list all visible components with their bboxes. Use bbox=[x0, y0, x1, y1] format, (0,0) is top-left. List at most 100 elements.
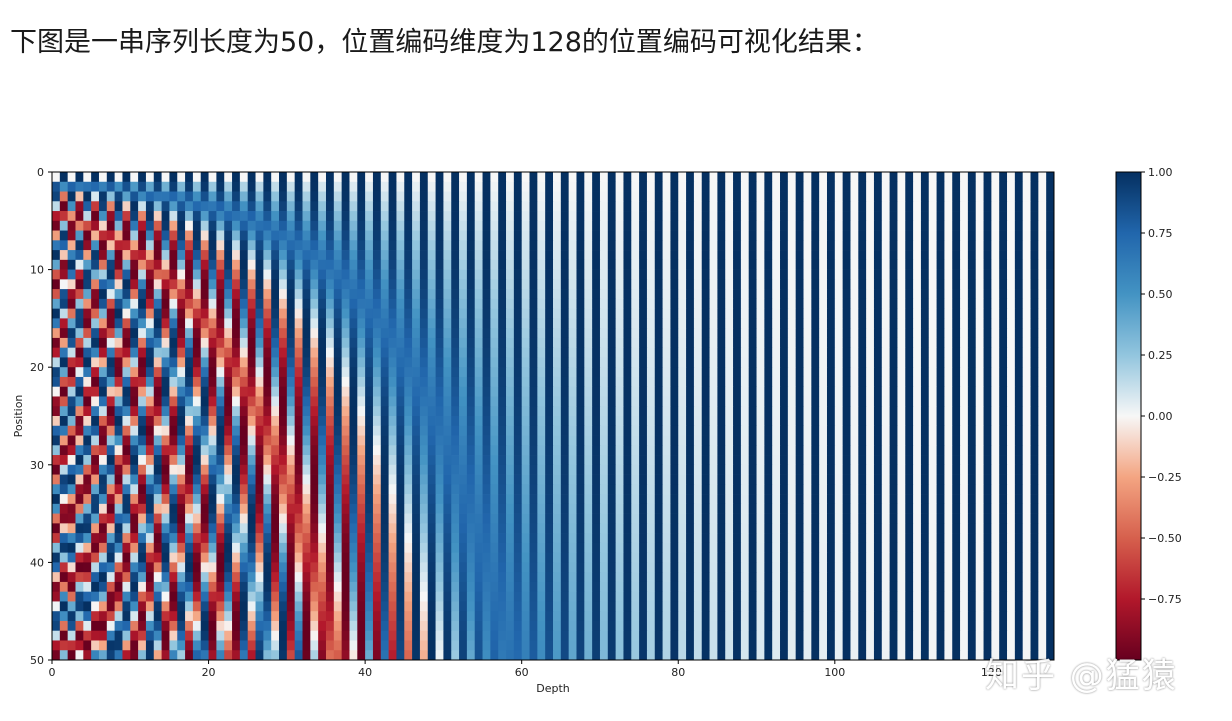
heatmap-cell bbox=[670, 298, 679, 309]
heatmap-cell bbox=[701, 523, 710, 534]
heatmap-cell bbox=[498, 376, 507, 388]
heatmap-cell bbox=[795, 181, 804, 192]
heatmap-cell bbox=[991, 172, 1000, 183]
heatmap-cell bbox=[881, 328, 890, 339]
heatmap-cell bbox=[302, 416, 311, 427]
heatmap-cell bbox=[192, 416, 202, 427]
heatmap-cell bbox=[740, 181, 750, 192]
heatmap-cell bbox=[999, 406, 1008, 417]
heatmap-cell bbox=[615, 435, 624, 446]
heatmap-cell bbox=[419, 298, 429, 309]
heatmap-cell bbox=[1007, 464, 1016, 475]
heatmap-cell bbox=[263, 289, 272, 300]
heatmap-cell bbox=[631, 191, 640, 202]
heatmap-cell bbox=[466, 513, 476, 524]
heatmap-cell bbox=[498, 503, 507, 514]
heatmap-cell bbox=[161, 279, 170, 290]
heatmap-cell bbox=[365, 240, 374, 251]
heatmap-cell bbox=[615, 289, 624, 300]
heatmap-cell bbox=[936, 250, 945, 261]
heatmap-cell bbox=[967, 250, 977, 261]
heatmap-cell bbox=[584, 347, 593, 358]
heatmap-cell bbox=[819, 201, 828, 212]
heatmap-cell bbox=[294, 503, 303, 514]
heatmap-cell bbox=[913, 386, 922, 397]
heatmap-cell bbox=[725, 435, 734, 446]
heatmap-cell bbox=[75, 181, 84, 192]
heatmap-cell bbox=[529, 386, 538, 397]
heatmap-cell bbox=[991, 464, 1000, 475]
heatmap-cell bbox=[98, 503, 108, 514]
heatmap-cell bbox=[341, 484, 350, 495]
heatmap-cell bbox=[435, 289, 444, 300]
heatmap-cell bbox=[834, 220, 843, 231]
heatmap-cell bbox=[1030, 230, 1039, 241]
heatmap-cell bbox=[592, 220, 601, 231]
heatmap-cell bbox=[999, 259, 1008, 270]
heatmap-cell bbox=[584, 513, 593, 524]
heatmap-cell bbox=[380, 337, 389, 349]
heatmap-cell bbox=[161, 386, 170, 397]
heatmap-cell bbox=[498, 445, 507, 456]
heatmap-cell bbox=[506, 172, 515, 183]
heatmap-cell bbox=[772, 435, 781, 446]
heatmap-cell bbox=[920, 445, 930, 456]
heatmap-cell bbox=[920, 240, 930, 251]
heatmap-cell bbox=[122, 533, 131, 544]
heatmap-cell bbox=[161, 240, 170, 251]
heatmap-cell bbox=[850, 435, 859, 446]
heatmap-cell bbox=[983, 337, 992, 349]
heatmap-cell bbox=[553, 425, 562, 436]
heatmap-cell bbox=[599, 542, 609, 553]
heatmap-cell bbox=[975, 347, 984, 358]
heatmap-cell bbox=[576, 279, 585, 290]
heatmap-cell bbox=[302, 328, 311, 339]
heatmap-cell bbox=[748, 172, 757, 183]
heatmap-cell bbox=[506, 464, 515, 475]
heatmap-cell bbox=[873, 289, 883, 300]
heatmap-cell bbox=[686, 289, 695, 300]
heatmap-cell bbox=[286, 201, 296, 212]
heatmap-cell bbox=[1038, 337, 1047, 349]
heatmap-cell bbox=[756, 328, 765, 339]
heatmap-cell bbox=[701, 211, 710, 222]
heatmap-cell bbox=[975, 308, 984, 319]
heatmap-cell bbox=[325, 240, 335, 251]
heatmap-cell bbox=[177, 337, 186, 349]
heatmap-cell bbox=[740, 445, 750, 456]
heatmap-cell bbox=[138, 494, 147, 505]
heatmap-cell bbox=[537, 347, 546, 358]
heatmap-cell bbox=[701, 376, 710, 388]
heatmap-cell bbox=[106, 367, 115, 378]
heatmap-cell bbox=[396, 308, 405, 319]
heatmap-cell bbox=[928, 523, 937, 534]
heatmap-cell bbox=[75, 523, 84, 534]
heatmap-cell bbox=[686, 542, 695, 553]
heatmap-cell bbox=[780, 513, 789, 524]
heatmap-cell bbox=[404, 376, 413, 388]
heatmap-cell bbox=[67, 240, 76, 251]
heatmap-cell bbox=[717, 474, 726, 485]
heatmap-cell bbox=[748, 435, 757, 446]
heatmap-cell bbox=[584, 376, 593, 388]
heatmap-cell bbox=[459, 240, 468, 251]
heatmap-cell bbox=[498, 269, 507, 280]
heatmap-cell bbox=[920, 523, 930, 534]
heatmap-cell bbox=[787, 308, 797, 319]
heatmap-cell bbox=[662, 230, 671, 241]
heatmap-cell bbox=[404, 347, 413, 358]
heatmap-cell bbox=[114, 484, 123, 495]
heatmap-cell bbox=[372, 474, 382, 485]
heatmap-cell bbox=[114, 523, 123, 534]
heatmap-cell bbox=[216, 406, 225, 417]
heatmap-cell bbox=[365, 455, 374, 466]
heatmap-cell bbox=[819, 230, 828, 241]
heatmap-cell bbox=[607, 474, 616, 485]
heatmap-cell bbox=[145, 416, 155, 427]
heatmap-cell bbox=[607, 250, 616, 261]
heatmap-cell bbox=[850, 318, 859, 329]
heatmap-cell bbox=[928, 455, 937, 466]
heatmap-cell bbox=[913, 279, 922, 290]
heatmap-cell bbox=[521, 455, 530, 466]
heatmap-cell bbox=[646, 289, 656, 300]
